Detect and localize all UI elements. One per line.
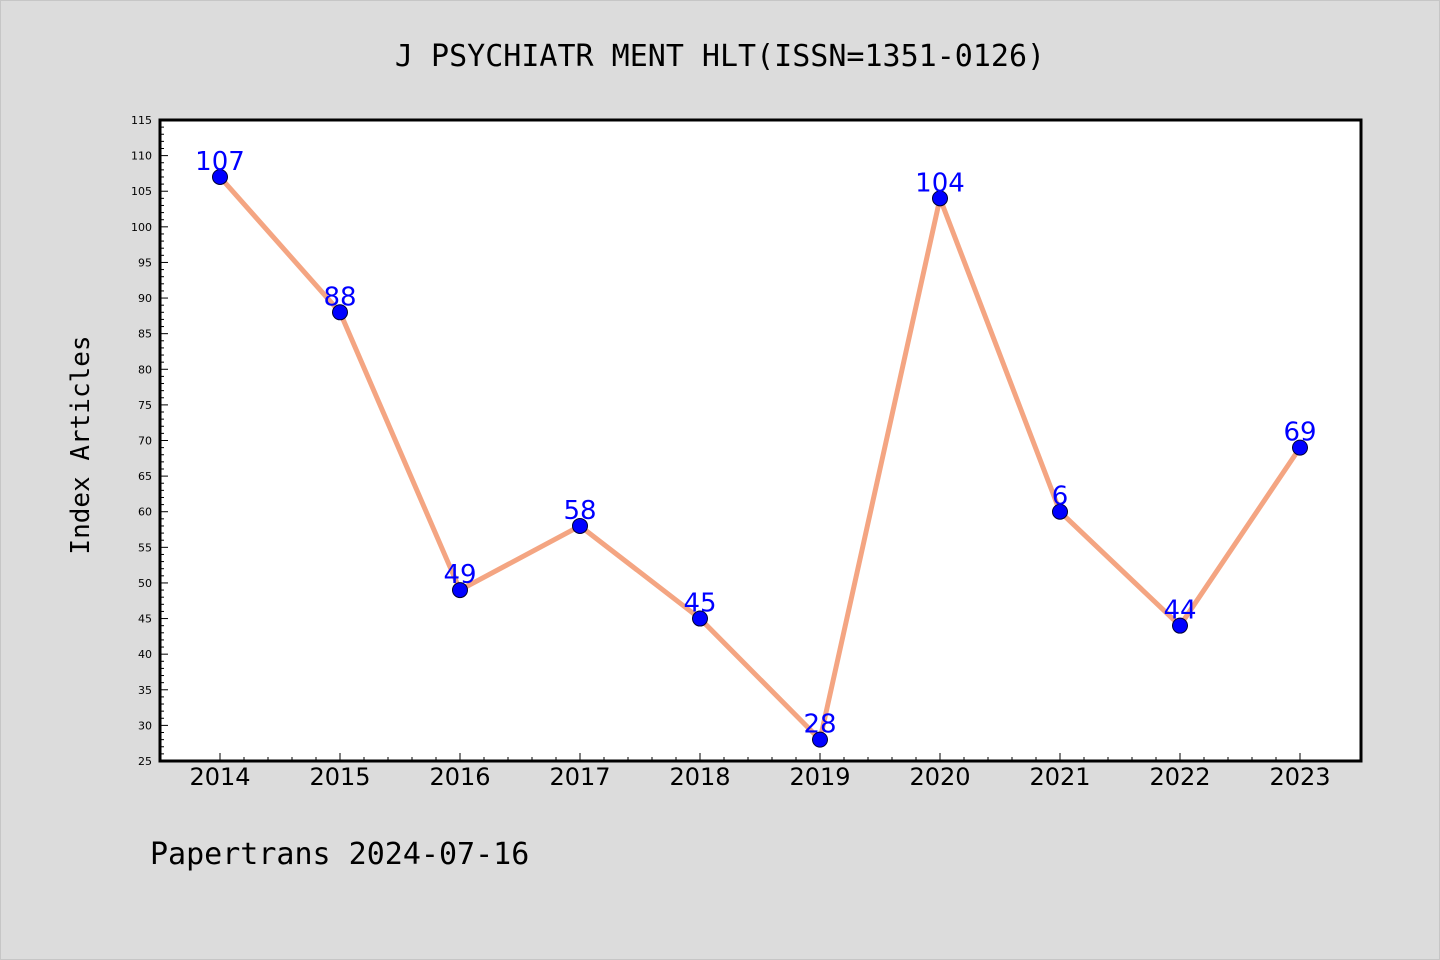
data-point-marker [932,190,948,207]
data-point-marker [572,517,588,534]
data-point-label: 45 [683,589,716,619]
y-tick-label: 115 [131,114,152,127]
data-point-label: 49 [443,560,476,590]
y-axis-label: Index Articles [66,335,96,554]
y-axis: 25 30 35 40 45 50 55 60 65 70 75 80 85 90 95 100 105 110 1… [131,114,168,768]
x-tick-label: 2019 [789,763,850,791]
data-point-label: 107 [195,147,245,177]
y-tick-label: 35 [138,684,152,697]
y-tick-label: 45 [138,613,152,626]
x-tick-label: 2017 [549,763,610,791]
x-tick-label: 2014 [189,763,250,791]
series-labels: 107 88 49 58 45 28 104 6 44 69 [195,147,1316,740]
plot-area [158,118,1363,763]
data-point-marker [812,731,828,748]
y-tick-label: 105 [131,185,152,198]
y-tick-label: 80 [138,363,152,376]
y-tick-label: 55 [138,541,152,554]
y-tick-label: 25 [138,755,152,768]
y-tick-label: 110 [131,150,152,163]
data-point-label: 44 [1163,596,1196,626]
data-point-marker [452,582,468,599]
y-tick-label: 100 [131,221,152,234]
x-tick-label: 2020 [909,763,970,791]
data-point-label: 6 [1052,482,1069,512]
data-point-label: 88 [323,282,356,312]
series-polyline [217,174,1303,743]
y-tick-label: 65 [138,470,152,483]
data-point-marker [692,610,708,627]
data-point-label: 58 [563,496,596,526]
data-point-marker [1292,439,1308,456]
y-tick-label: 75 [138,399,152,412]
data-point-label: 104 [915,168,965,198]
y-tick-label: 90 [138,292,152,305]
data-point-marker [1052,503,1068,520]
y-tick-label: 60 [138,506,152,519]
y-tick-label: 95 [138,256,152,269]
x-axis: 2014 2015 2016 2017 2018 2019 2020 2021 2022 2023 [189,753,1331,791]
y-tick-label: 70 [138,435,152,448]
footer-date-stamp: Papertrans 2024-07-16 [150,837,529,872]
y-tick-label: 40 [138,648,152,661]
data-point-marker [1172,617,1188,634]
x-tick-label: 2016 [429,763,490,791]
x-tick-label: 2018 [669,763,730,791]
y-tick-label: 85 [138,328,152,341]
x-tick-label: 2015 [309,763,370,791]
data-point-marker [332,304,348,321]
series-markers [212,168,1308,748]
data-point-label: 69 [1283,418,1316,448]
data-point-marker [212,168,228,185]
y-tick-label: 50 [138,577,152,590]
series-line [217,174,1303,743]
x-tick-label: 2022 [1149,763,1210,791]
x-tick-label: 2023 [1269,763,1330,791]
data-point-label: 28 [803,710,836,740]
chart-title: J PSYCHIATR MENT HLT(ISSN=1351-0126) [395,39,1045,74]
x-tick-label: 2021 [1029,763,1090,791]
y-tick-label: 30 [138,719,152,732]
